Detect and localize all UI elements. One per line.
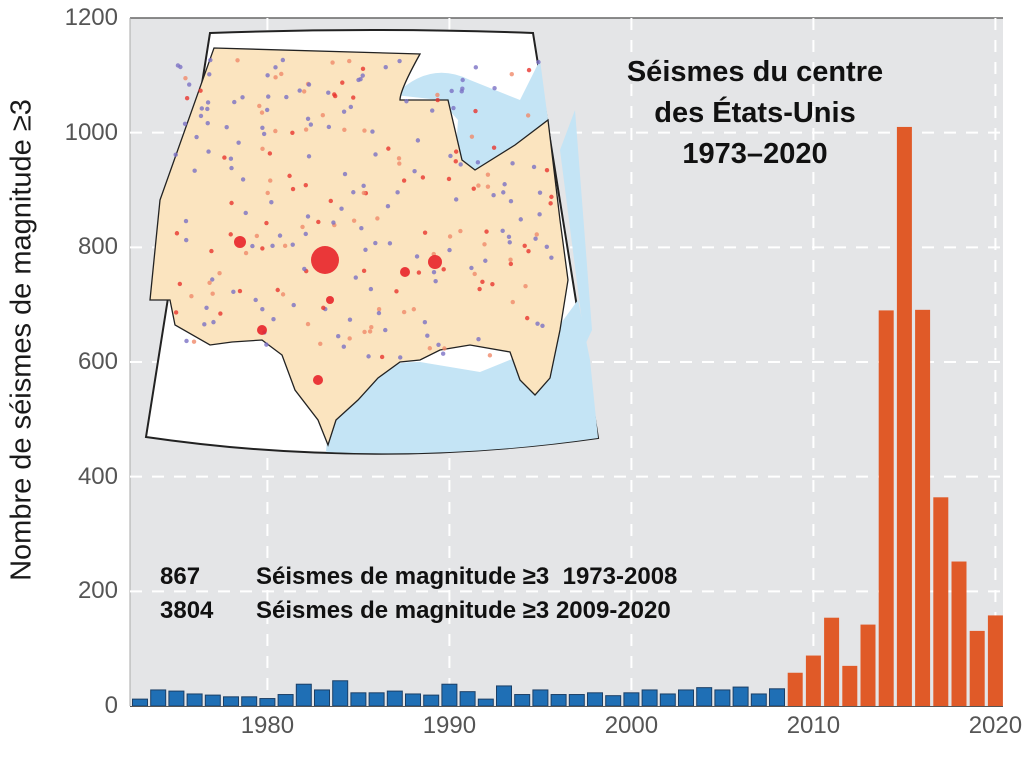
y-axis-label-text: Nombre de séismes de magnitude ≥3: [5, 99, 38, 581]
bar-2010: [805, 655, 821, 706]
bar-1979: [241, 696, 258, 707]
bar-2013: [860, 624, 876, 706]
bar-1995: [532, 689, 549, 707]
bars: [132, 126, 1003, 707]
bar-2020: [987, 615, 1003, 706]
bar-2008: [769, 688, 785, 707]
title-line-2: des États-Unis: [654, 97, 856, 129]
y-tick-label: 200: [77, 577, 118, 605]
bar-1996: [550, 694, 567, 707]
title-line-3: 1973–2020: [682, 138, 828, 170]
x-tick-label: 2020: [968, 712, 1023, 739]
bar-2007: [750, 693, 767, 707]
y-tick-label: 600: [77, 348, 118, 375]
bar-1982: [295, 683, 312, 707]
bar-1981: [277, 694, 294, 707]
bar-1986: [368, 692, 385, 707]
bar-1984: [332, 680, 349, 707]
bar-2002: [659, 693, 676, 707]
bar-1990: [441, 683, 458, 707]
bar-2017: [933, 497, 949, 706]
earthquake-dots: [173, 57, 554, 385]
bar-1976: [186, 693, 203, 707]
bar-2005: [714, 689, 731, 707]
bar-1992: [477, 698, 494, 707]
bar-1999: [605, 695, 622, 707]
bar-1987: [386, 690, 403, 707]
bar-1997: [568, 694, 585, 707]
summary-text-1: Séismes de magnitude ≥3 1973-2008: [256, 563, 678, 590]
bar-2012: [842, 665, 858, 706]
bar-1991: [459, 691, 476, 707]
bar-1978: [223, 696, 239, 707]
bar-2019: [969, 630, 985, 706]
bar-1983: [314, 689, 330, 707]
summary-text-2: Séismes de magnitude ≥3 2009-2020: [256, 597, 671, 624]
map-water-gulf: [326, 300, 598, 454]
inset-map: [144, 29, 600, 455]
bar-2011: [824, 617, 840, 706]
bar-2016: [915, 309, 931, 706]
x-tick-label: 1990: [422, 712, 477, 739]
bar-1974: [150, 689, 167, 707]
bar-2006: [732, 686, 749, 707]
bar-2018: [951, 561, 967, 706]
bar-2004: [696, 687, 713, 707]
y-tick-label: 1000: [64, 118, 118, 146]
y-tick-label: 1200: [64, 4, 118, 31]
x-tick-label: 2000: [604, 712, 659, 739]
bar-2000: [623, 692, 640, 707]
bar-1988: [405, 693, 421, 707]
bar-1980: [259, 698, 276, 707]
map-water-lakes: [395, 60, 548, 170]
summary-count-1: 867: [160, 563, 201, 590]
chart-title: Séismes du centre des États-Unis 1973–20…: [590, 52, 920, 175]
map-water-atlantic: [560, 110, 592, 345]
x-tick-label: 2010: [786, 712, 841, 739]
y-tick-label: 800: [77, 233, 118, 261]
summary-count-2: 3804: [160, 597, 214, 624]
bar-1993: [496, 685, 512, 707]
bar-1994: [514, 694, 531, 707]
map-land: [149, 47, 569, 447]
y-axis-label: Nombre de séismes de magnitude ≥3: [0, 0, 46, 759]
summary-line-2: 3804 Séismes de magnitude ≥3 2009-2020: [160, 597, 671, 625]
bar-2015: [896, 126, 912, 706]
x-tick-label: 1980: [240, 712, 295, 739]
title-line-1: Séismes du centre: [626, 56, 884, 88]
y-tick-label: 0: [104, 692, 118, 719]
bar-1977: [204, 694, 221, 707]
bar-1989: [423, 694, 440, 707]
y-tick-label: 400: [77, 462, 118, 490]
bar-2009: [787, 672, 803, 706]
bar-1973: [132, 698, 148, 707]
bar-1998: [587, 692, 603, 707]
bar-2014: [878, 310, 894, 706]
bar-1985: [350, 692, 367, 707]
bar-2001: [641, 689, 658, 707]
bar-2003: [678, 689, 694, 707]
gridlines: [130, 18, 1003, 706]
bar-1975: [168, 690, 185, 707]
summary-line-1: 867 Séismes de magnitude ≥3 1973-2008: [160, 563, 677, 591]
